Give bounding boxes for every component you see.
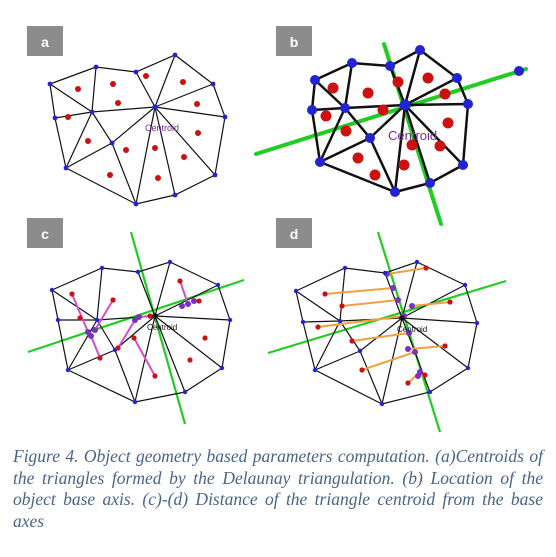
- object-centroid: [399, 315, 405, 321]
- base-axes: [267, 231, 507, 433]
- triangle-centroids: [69, 278, 208, 379]
- delaunay-mesh: [51, 261, 231, 405]
- triangle-centroids: [315, 265, 453, 386]
- figure-4: a Centroid b: [27, 26, 528, 433]
- panel-c: c: [27, 218, 245, 425]
- delaunay-mesh: [49, 54, 226, 207]
- panel-label: c: [41, 226, 49, 242]
- mesh-vertices: [307, 45, 524, 197]
- panel-label: a: [41, 34, 49, 50]
- centroid-label: Centroid: [397, 325, 427, 334]
- distance-lines: [71, 280, 199, 377]
- panel-label-box: [27, 218, 63, 248]
- mesh-vertices: [47, 52, 228, 207]
- panel-label: b: [290, 34, 299, 50]
- mesh-vertices: [49, 259, 233, 405]
- centroid-label: Centroid: [147, 323, 177, 332]
- panel-label: d: [290, 226, 299, 242]
- mesh-vertices: [293, 259, 480, 407]
- foot-points: [85, 298, 197, 339]
- centroid-label: Centroid: [145, 123, 179, 133]
- panel-b: b Centroid: [254, 26, 528, 226]
- panel-label-box: [276, 26, 312, 56]
- panel-d: d: [267, 218, 507, 433]
- triangle-centroids: [320, 72, 454, 181]
- panel-label-box: [276, 218, 312, 248]
- centroid-label: Centroid: [388, 128, 437, 143]
- distance-lines: [317, 267, 451, 384]
- figure-caption: Figure 4. Object geometry based paramete…: [13, 446, 543, 531]
- base-axes: [27, 231, 245, 425]
- object-centroid: [152, 313, 158, 319]
- delaunay-mesh: [295, 261, 478, 406]
- panel-label-box: [27, 26, 63, 56]
- triangle-centroids: [65, 73, 201, 181]
- panel-a: a Centroid: [27, 26, 228, 207]
